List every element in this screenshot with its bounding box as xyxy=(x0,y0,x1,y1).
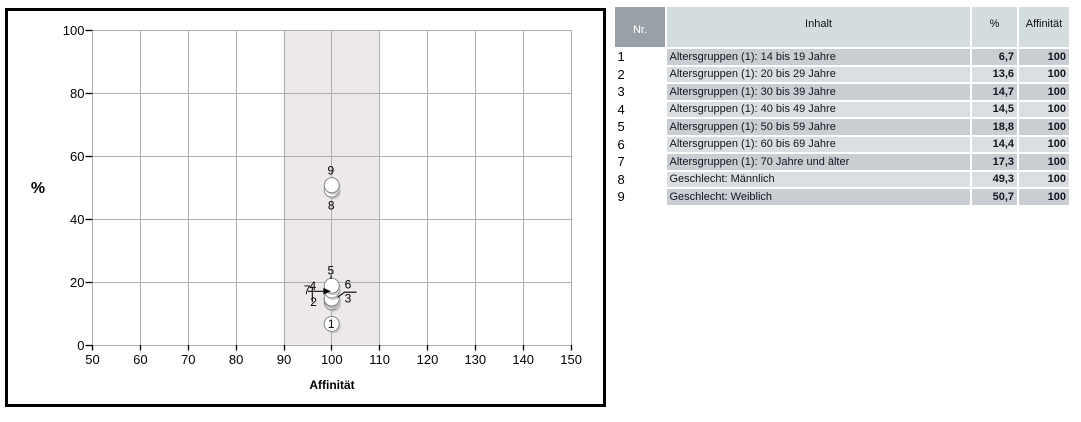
svg-text:130: 130 xyxy=(464,352,486,367)
svg-text:100: 100 xyxy=(63,23,85,38)
svg-text:100: 100 xyxy=(321,352,343,367)
svg-text:60: 60 xyxy=(133,352,147,367)
svg-text:5: 5 xyxy=(327,264,334,278)
svg-text:Affinität: Affinität xyxy=(309,378,354,392)
svg-text:2: 2 xyxy=(310,295,317,309)
svg-text:80: 80 xyxy=(70,86,84,101)
svg-text:8: 8 xyxy=(328,199,335,213)
svg-text:0: 0 xyxy=(77,338,84,353)
svg-text:40: 40 xyxy=(70,212,84,227)
svg-text:80: 80 xyxy=(229,352,243,367)
svg-text:20: 20 xyxy=(70,275,84,290)
svg-text:50: 50 xyxy=(85,352,99,367)
svg-text:120: 120 xyxy=(417,352,439,367)
svg-text:4: 4 xyxy=(309,279,316,293)
svg-text:140: 140 xyxy=(512,352,534,367)
svg-text:1: 1 xyxy=(328,317,335,331)
svg-text:150: 150 xyxy=(560,352,582,367)
svg-text:90: 90 xyxy=(277,352,291,367)
svg-text:3: 3 xyxy=(345,291,352,305)
svg-text:70: 70 xyxy=(181,352,195,367)
svg-text:%: % xyxy=(31,180,45,197)
svg-text:9: 9 xyxy=(328,164,335,178)
svg-text:7: 7 xyxy=(304,283,311,297)
svg-text:110: 110 xyxy=(369,352,390,367)
svg-text:6: 6 xyxy=(345,278,352,292)
svg-text:60: 60 xyxy=(70,149,84,164)
